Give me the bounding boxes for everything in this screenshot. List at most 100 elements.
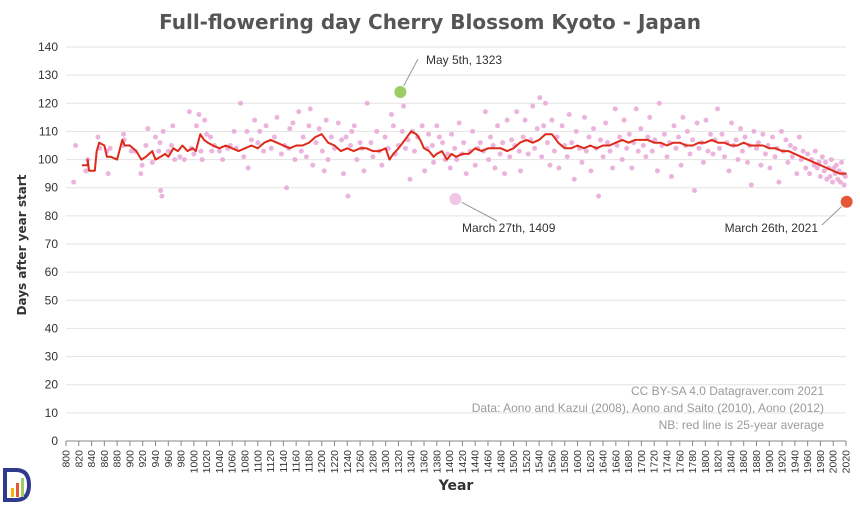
data-point	[789, 154, 795, 160]
data-point	[252, 117, 258, 123]
average-line	[82, 130, 847, 175]
data-point	[668, 173, 674, 179]
data-point	[582, 114, 588, 120]
data-point	[735, 157, 741, 163]
data-point	[588, 168, 594, 174]
data-point	[207, 134, 213, 140]
x-tick-label: 1180	[303, 450, 315, 473]
x-tick-label: 820	[73, 450, 85, 468]
x-tick-label: 1520	[521, 450, 533, 474]
data-point	[532, 145, 538, 151]
data-point	[139, 162, 145, 168]
data-point	[345, 193, 351, 199]
data-point	[284, 185, 290, 191]
x-tick-label: 1780	[687, 450, 699, 474]
data-point	[374, 128, 380, 134]
x-tick-label: 1320	[393, 450, 405, 474]
x-tick-label: 1300	[380, 450, 392, 474]
data-point	[238, 100, 244, 106]
data-point	[306, 123, 312, 129]
data-point	[626, 131, 632, 137]
datagraver-logo-icon	[2, 466, 34, 504]
data-point	[107, 145, 113, 151]
x-tick-label: 1240	[342, 450, 354, 474]
x-tick-label: 1260	[355, 450, 367, 474]
credit-line-note: NB: red line is 25-year average	[659, 418, 825, 432]
data-point	[335, 120, 341, 126]
y-tick-label: 130	[38, 68, 58, 82]
data-point	[522, 117, 528, 123]
data-point	[436, 134, 442, 140]
y-tick-label: 40	[45, 321, 59, 335]
average-line-layer	[82, 130, 847, 175]
x-tick-label: 2020	[841, 450, 853, 474]
data-point	[769, 134, 775, 140]
data-point	[231, 128, 237, 134]
data-point	[339, 137, 345, 143]
data-point	[121, 131, 127, 137]
x-tick-label: 1440	[470, 450, 482, 474]
data-point	[603, 120, 609, 126]
data-point	[199, 157, 205, 163]
data-point	[271, 134, 277, 140]
data-point	[321, 168, 327, 174]
data-point	[168, 143, 174, 148]
data-point	[687, 151, 693, 157]
data-point	[426, 131, 432, 137]
data-point	[547, 162, 553, 168]
x-tick-label: 940	[150, 450, 162, 468]
data-point	[664, 154, 670, 160]
data-point	[149, 159, 155, 165]
x-tick-label: 1940	[789, 450, 801, 474]
data-point	[543, 100, 549, 106]
x-tick-label: 1820	[713, 450, 725, 474]
highlight-point	[448, 191, 463, 206]
x-tick-label: 1000	[188, 450, 200, 474]
data-point	[776, 179, 782, 185]
data-point	[635, 148, 641, 154]
x-tick-label: 1380	[431, 450, 443, 474]
data-point	[73, 143, 79, 148]
data-point	[520, 134, 526, 140]
x-tick-label: 860	[99, 450, 111, 468]
data-point	[633, 106, 639, 112]
data-point	[753, 145, 759, 151]
x-tick-label: 1740	[661, 450, 673, 474]
y-tick-label: 30	[45, 350, 59, 364]
data-point	[800, 148, 806, 154]
x-tick-label: 1100	[252, 450, 264, 473]
data-point	[549, 117, 555, 123]
data-point	[612, 106, 618, 112]
annotation-connector	[455, 198, 498, 222]
x-tick-label: 960	[163, 450, 175, 468]
highlight-annotations: May 5th, 1323 March 27th, 1409 March 26th,…	[393, 53, 854, 235]
data-point	[191, 151, 197, 157]
data-point	[411, 148, 417, 154]
x-tick-label: 1980	[815, 450, 827, 474]
data-point	[841, 182, 847, 188]
x-tick-label: 1560	[546, 450, 558, 474]
x-tick-label: 1500	[508, 450, 520, 474]
data-point	[209, 148, 215, 154]
data-point	[422, 168, 428, 174]
data-point	[590, 126, 596, 132]
data-point	[157, 140, 163, 146]
x-tick-label: 980	[176, 450, 188, 468]
data-point	[370, 154, 376, 160]
data-point	[807, 171, 813, 177]
data-point	[605, 140, 611, 146]
data-point	[172, 157, 178, 163]
data-point	[671, 123, 677, 129]
data-point	[244, 128, 250, 134]
highlight-point	[393, 85, 408, 100]
data-point	[758, 162, 764, 168]
x-tick-label: 1680	[623, 450, 635, 474]
data-point	[156, 148, 162, 154]
data-point	[647, 114, 653, 120]
data-point	[261, 148, 267, 154]
data-point	[220, 157, 226, 163]
x-tick-label: 880	[112, 450, 124, 468]
x-axis-label: Year	[438, 478, 474, 494]
data-point	[364, 100, 370, 106]
